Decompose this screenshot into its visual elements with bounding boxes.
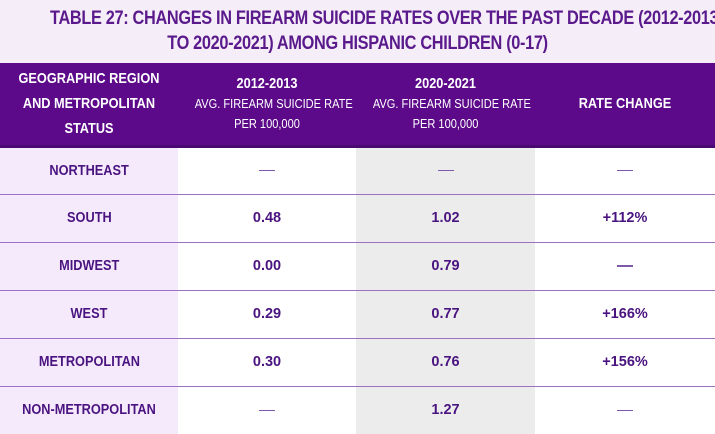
rate-change-value: +156% — [602, 354, 648, 370]
table-body: NORTHEAST SOUTH 0.48 1.02 +112% MIDWEST … — [0, 146, 715, 434]
header-2012-2013-unit: PER 100,000 — [234, 116, 300, 132]
table-title-line-1: TABLE 27: CHANGES IN FIREARM SUICIDE RAT… — [50, 8, 715, 29]
region-label: NORTHEAST — [49, 162, 129, 179]
rate-change-value — [617, 258, 633, 274]
rate-2020-2021-value: 0.77 — [431, 306, 460, 322]
cell-rate-change — [535, 386, 715, 434]
no-data-dash — [617, 265, 633, 267]
cell-rate-2012-2013 — [178, 386, 356, 434]
cell-rate-2020-2021 — [356, 146, 535, 195]
table-row: MIDWEST 0.00 0.79 — [0, 242, 715, 291]
cell-region: MIDWEST — [0, 242, 178, 291]
rate-2012-2013-value: 0.29 — [252, 306, 282, 322]
table-row: METROPOLITAN 0.30 0.76 +156% — [0, 338, 715, 387]
rate-2012-2013-value — [259, 163, 275, 179]
header-region-line-2: AND METROPOLITAN — [22, 95, 156, 113]
rate-change-value — [617, 163, 633, 179]
cell-rate-2020-2021: 0.77 — [356, 290, 535, 339]
cell-rate-2012-2013: 0.48 — [178, 194, 356, 243]
header-region: GEOGRAPHIC REGION AND METROPOLITAN STATU… — [0, 63, 178, 148]
header-2012-2013-period: 2012-2013 — [236, 75, 298, 93]
cell-rate-change: +166% — [535, 290, 715, 339]
cell-rate-2020-2021: 0.76 — [356, 338, 535, 387]
cell-rate-change: +112% — [535, 194, 715, 243]
no-data-dash — [259, 409, 275, 412]
cell-rate-2012-2013: 0.29 — [178, 290, 356, 339]
header-row: GEOGRAPHIC REGION AND METROPOLITAN STATU… — [0, 63, 715, 148]
header-2020-2021: 2020-2021 AVG. FIREARM SUICIDE RATE PER … — [356, 63, 535, 148]
rate-2012-2013-value — [259, 402, 275, 418]
cell-rate-2020-2021: 1.02 — [356, 194, 535, 243]
rate-2020-2021-value: 1.27 — [431, 402, 460, 419]
no-data-dash — [617, 409, 633, 412]
rate-change-value — [617, 402, 633, 418]
region-label: MIDWEST — [58, 258, 120, 274]
rate-2020-2021-value: 0.76 — [431, 354, 460, 370]
table-row: NON-METROPOLITAN 1.27 — [0, 386, 715, 434]
rate-2020-2021-value: 0.79 — [431, 258, 460, 274]
cell-region: NON-METROPOLITAN — [0, 386, 178, 434]
table-row: WEST 0.29 0.77 +166% — [0, 290, 715, 339]
table-row: NORTHEAST — [0, 146, 715, 195]
firearm-suicide-rates-table: GEOGRAPHIC REGION AND METROPOLITAN STATU… — [0, 63, 715, 434]
table-title-line-2: TO 2020-2021) AMONG HISPANIC CHILDREN (0… — [167, 33, 548, 54]
cell-rate-2012-2013: 0.00 — [178, 242, 356, 291]
header-2020-2021-unit: PER 100,000 — [412, 116, 479, 132]
no-data-dash — [259, 169, 275, 172]
header-2020-2021-metric: AVG. FIREARM SUICIDE RATE — [372, 96, 531, 112]
rate-2020-2021-value: 1.02 — [431, 210, 460, 226]
no-data-dash — [617, 169, 633, 172]
rate-change-value: +112% — [602, 210, 648, 226]
region-label: METROPOLITAN — [38, 354, 140, 370]
cell-rate-2020-2021: 0.79 — [356, 242, 535, 291]
table-header: GEOGRAPHIC REGION AND METROPOLITAN STATU… — [0, 63, 715, 148]
header-2012-2013: 2012-2013 AVG. FIREARM SUICIDE RATE PER … — [178, 63, 356, 148]
table-title: TABLE 27: CHANGES IN FIREARM SUICIDE RAT… — [50, 0, 715, 63]
cell-region: WEST — [0, 290, 178, 339]
header-2012-2013-metric: AVG. FIREARM SUICIDE RATE — [194, 96, 353, 112]
cell-rate-2012-2013: 0.30 — [178, 338, 356, 387]
header-rate-change-label: RATE CHANGE — [578, 95, 672, 113]
rate-2012-2013-value: 0.00 — [252, 258, 282, 274]
cell-rate-change — [535, 242, 715, 291]
header-rate-change: RATE CHANGE — [535, 63, 715, 148]
cell-region: NORTHEAST — [0, 146, 178, 195]
table-row: SOUTH 0.48 1.02 +112% — [0, 194, 715, 243]
rate-change-value: +166% — [602, 306, 648, 322]
rate-2020-2021-value — [437, 163, 454, 179]
header-2020-2021-period: 2020-2021 — [415, 75, 476, 93]
cell-region: METROPOLITAN — [0, 338, 178, 387]
region-label: SOUTH — [66, 210, 112, 226]
rate-2012-2013-value: 0.30 — [252, 354, 282, 370]
cell-rate-change — [535, 146, 715, 195]
table-title-container: TABLE 27: CHANGES IN FIREARM SUICIDE RAT… — [0, 0, 715, 63]
rate-2012-2013-value: 0.48 — [252, 210, 282, 226]
header-region-line-1: GEOGRAPHIC REGION — [18, 70, 160, 88]
cell-rate-change: +156% — [535, 338, 715, 387]
cell-rate-2020-2021: 1.27 — [356, 386, 535, 434]
cell-rate-2012-2013 — [178, 146, 356, 195]
no-data-dash — [437, 169, 454, 172]
region-label: WEST — [70, 306, 108, 322]
header-region-line-3: STATUS — [64, 120, 114, 138]
cell-region: SOUTH — [0, 194, 178, 243]
region-label: NON-METROPOLITAN — [22, 402, 156, 419]
